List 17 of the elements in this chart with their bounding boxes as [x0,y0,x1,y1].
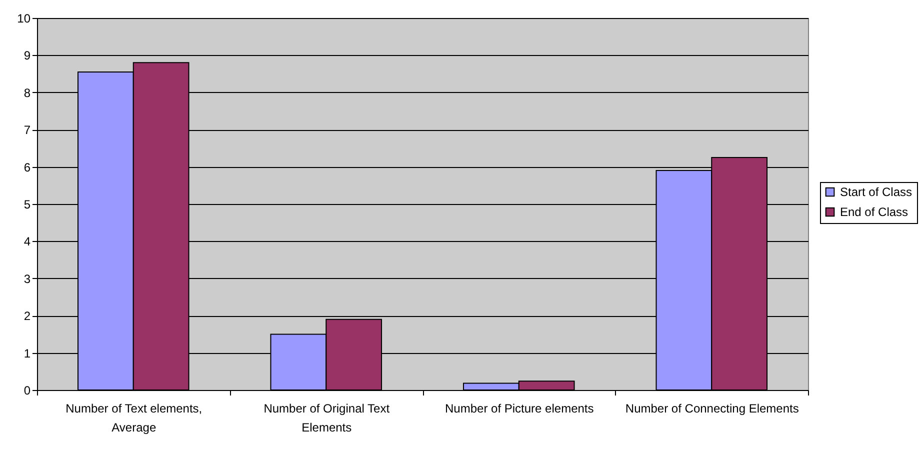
legend-label: Start of Class [840,185,912,199]
y-tick-label: 9 [24,48,31,63]
y-tick-label: 1 [24,346,31,360]
legend-label: End of Class [840,205,908,219]
y-tick-label: 3 [24,272,31,286]
x-tick-label: Number of Original Text Elements [264,402,390,434]
y-tick-label: 2 [24,309,31,324]
y-tick-label: 10 [17,12,31,26]
y-tick-label: 4 [24,234,31,249]
y-tick-label: 5 [24,198,31,212]
y-tick-label: 8 [24,86,31,100]
x-tick-label: Number of Text elements, Average [66,402,202,434]
x-tick-label: Number of Connecting Elements [625,402,799,416]
x-tick-label: Number of Picture elements [445,402,594,416]
y-tick-label: 0 [24,384,31,398]
y-tick-label: 6 [24,160,31,174]
y-tick-label: 7 [24,123,31,138]
